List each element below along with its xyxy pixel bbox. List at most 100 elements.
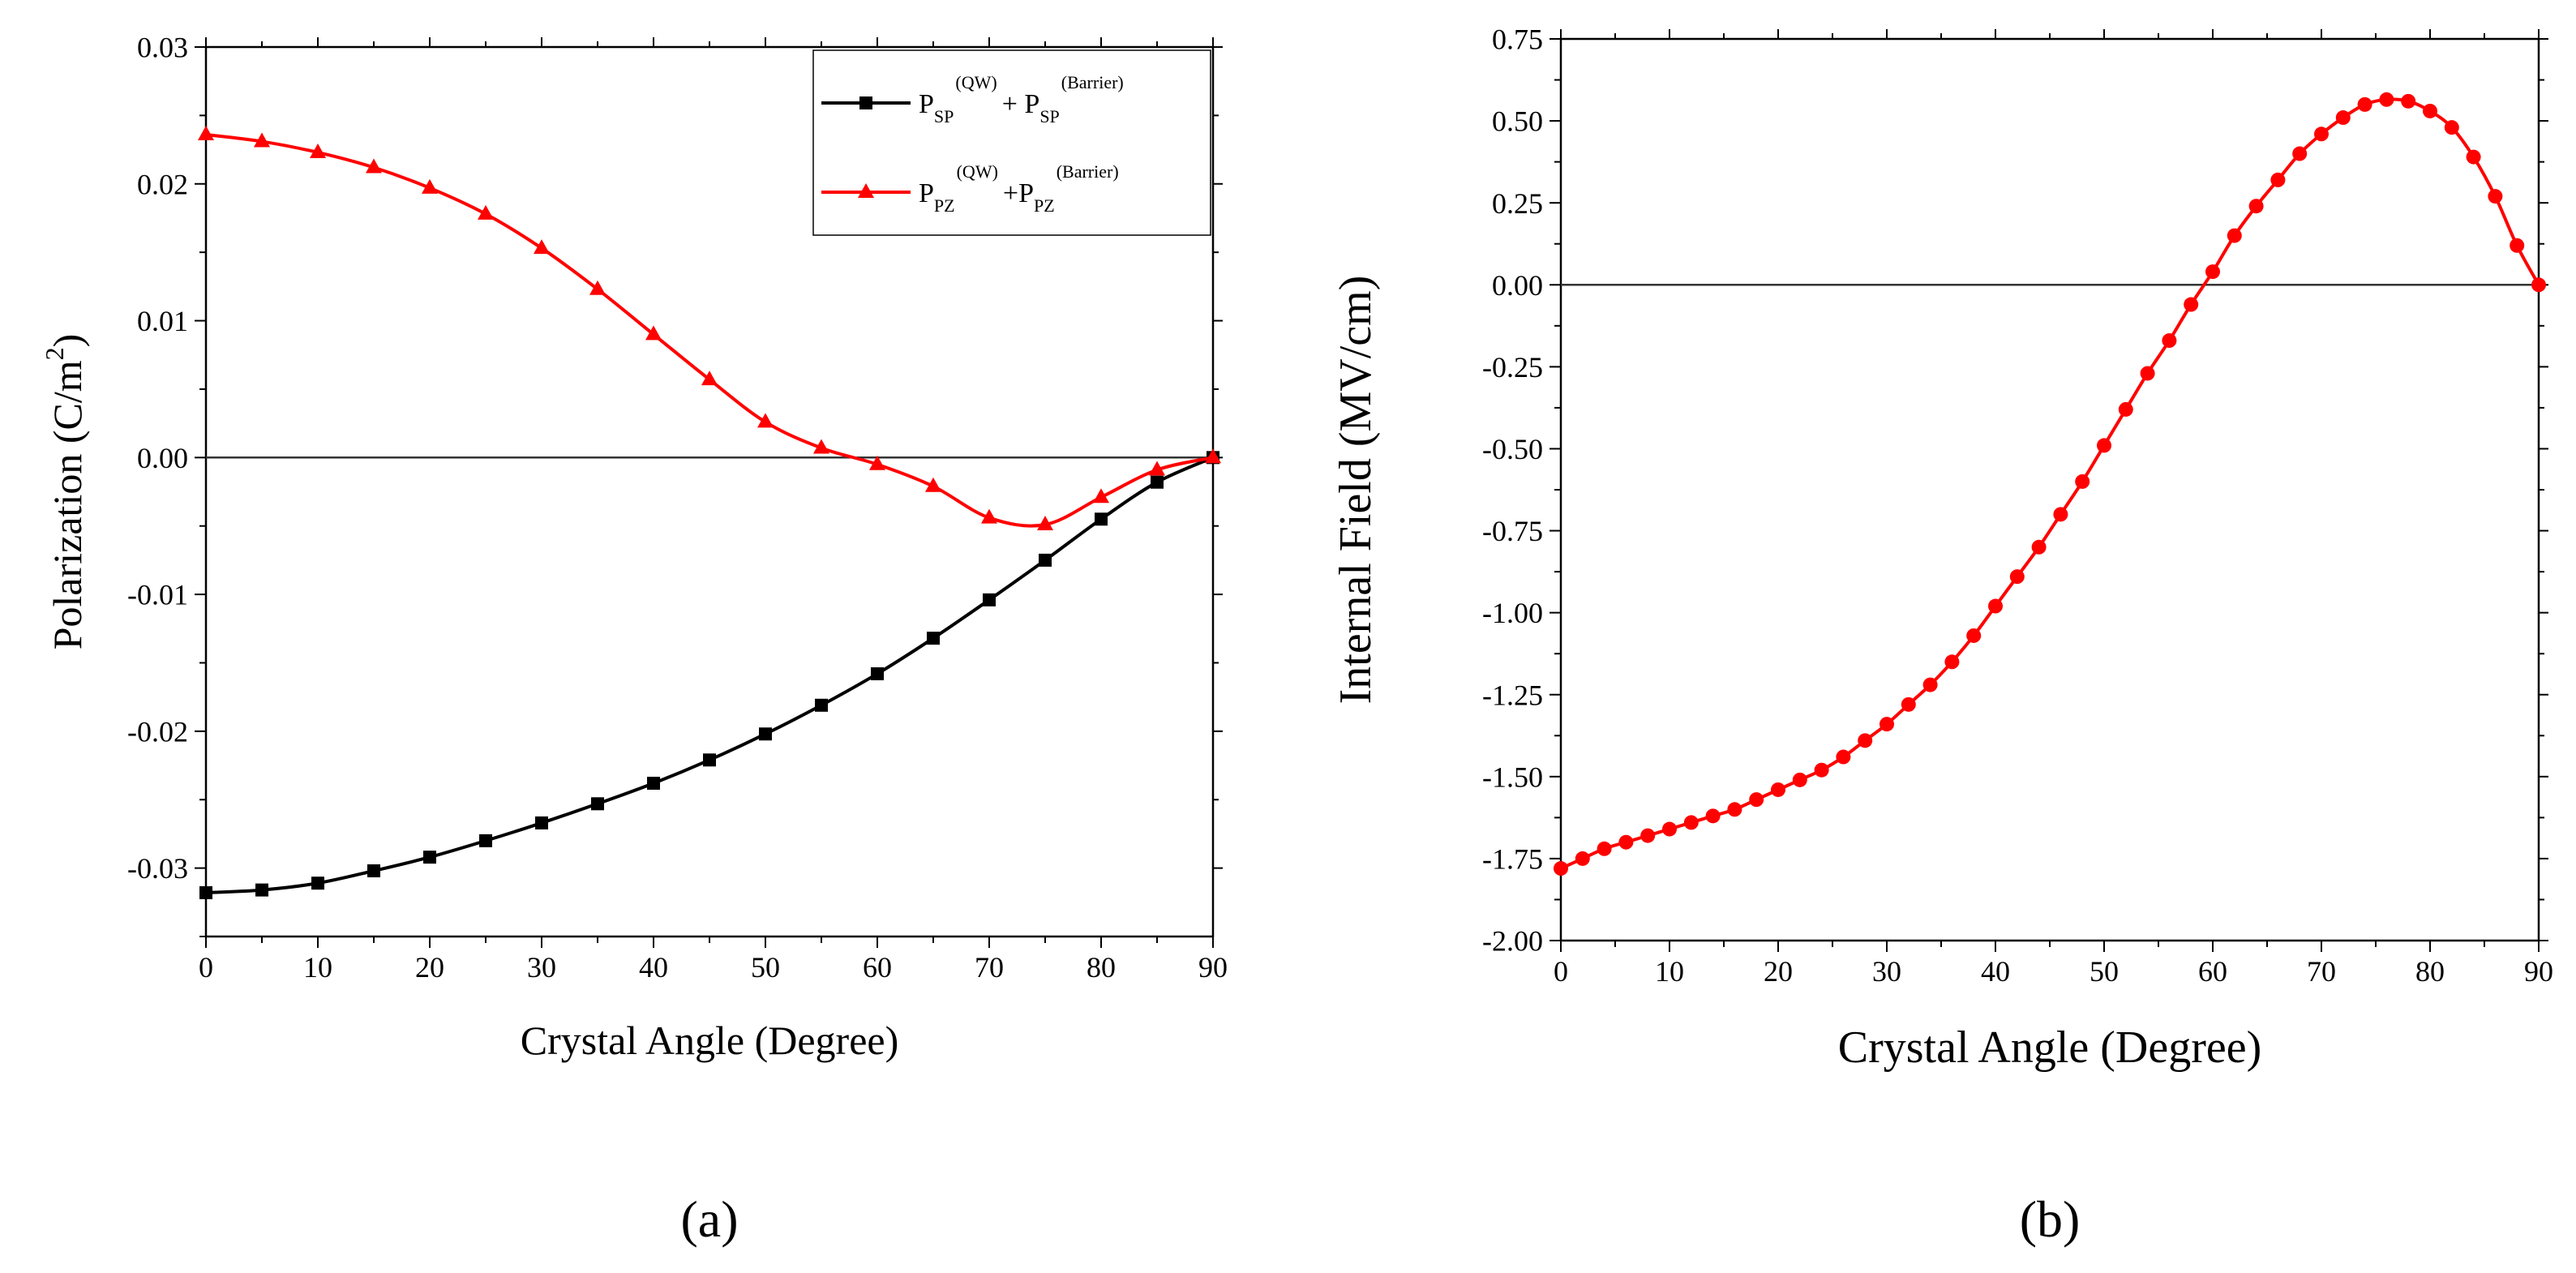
chart-a-x-tick-label: 50 <box>751 951 780 984</box>
chart-a-data-point <box>422 178 438 194</box>
chart-a-data-point <box>198 126 214 141</box>
chart-a-y-tick-label: -0.03 <box>127 852 188 885</box>
chart-b-x-tick-label: 70 <box>2307 955 2336 988</box>
chart-b-data-point <box>2009 569 2025 585</box>
chart-a-series-line-0 <box>205 456 1214 894</box>
chart-b-data-point <box>1640 828 1656 843</box>
chart-b-data-point <box>1727 802 1742 817</box>
chart-a-x-tick-label: 30 <box>527 951 556 984</box>
chart-a-data-point <box>1037 516 1053 531</box>
chart-b-data-point <box>2423 103 2437 118</box>
chart-b-data-point <box>2053 507 2068 522</box>
chart-b-y-tick-label: 0.25 <box>1492 187 1543 220</box>
chart-b-y-tick-label: 0.75 <box>1492 24 1543 56</box>
chart-b-y-tick-label: -0.75 <box>1482 515 1543 547</box>
chart-b-data-point <box>2357 96 2372 112</box>
chart-a-legend-marker <box>858 183 874 198</box>
chart-b-data-point <box>2314 126 2329 142</box>
chart-b-x-tick-label: 90 <box>2524 955 2553 988</box>
chart-b-y-tick-label: -1.50 <box>1482 761 1543 793</box>
chart-b-plot-frame <box>1559 37 2540 942</box>
chart-a-y-axis-title: Polarization (C/m2) <box>40 334 90 650</box>
chart-b-data-point <box>1597 841 1612 856</box>
chart-a-y-axis-title-main: Polarization (C/m <box>45 360 90 649</box>
chart-b-x-tick-label: 30 <box>1872 955 1901 988</box>
chart-b-data-point <box>1922 677 1938 692</box>
chart-a-y-tick-label: 0.01 <box>137 305 188 337</box>
chart-a-data-point <box>589 280 606 295</box>
chart-a-x-tick-label: 70 <box>975 951 1004 984</box>
chart-b-data-point <box>1771 782 1785 797</box>
chart-b-data-point <box>2205 264 2220 280</box>
chart-b-data-point <box>1836 749 1851 765</box>
chart-b-data-point <box>2379 92 2394 107</box>
chart-b-data-point <box>2466 149 2481 165</box>
chart-a-legend-label-sub2: PZ <box>1034 195 1055 216</box>
chart-a-legend-label-sup2: (Barrier) <box>1057 161 1119 182</box>
chart-b-data-point <box>2270 172 2286 187</box>
chart-b-x-tick-label: 80 <box>2415 955 2445 988</box>
chart-a-legend-label: PPZ(QW)+PPZ(Barrier) <box>919 161 1119 216</box>
chart-b-x-tick-label: 0 <box>1554 955 1568 988</box>
chart-a-data-point <box>479 834 492 847</box>
chart-a-y-tick-label: 0.03 <box>137 32 188 64</box>
chart-b-data-point <box>2140 366 2155 381</box>
chart-a-x-tick-label: 20 <box>415 951 444 984</box>
chart-a-legend-label: PSP(QW)+ PSP(Barrier) <box>919 72 1124 126</box>
chart-a-x-axis-title: Crystal Angle (Degree) <box>521 1018 899 1063</box>
chart-a-data-point <box>366 158 382 174</box>
chart-a-data-point <box>925 477 941 492</box>
chart-a-legend-label-sup1: (QW) <box>955 72 997 92</box>
chart-a-y-axis-title-sup: 2 <box>40 347 69 360</box>
chart-b-y-tick-label: -1.00 <box>1482 597 1543 629</box>
chart-a-legend: PSP(QW)+ PSP(Barrier)PPZ(QW)+PPZ(Barrier… <box>812 49 1211 236</box>
chart-b-data-point <box>2335 110 2351 126</box>
chart-a-data-point <box>813 439 829 454</box>
chart-a-data-point <box>310 143 326 158</box>
chart-b-data-point <box>2227 228 2242 243</box>
chart-a-data-point <box>983 593 996 606</box>
chart-a-data-point <box>534 239 550 255</box>
chart-a-legend-label-sup1: (QW) <box>957 161 998 182</box>
chart-a-data-point <box>478 204 494 220</box>
chart-b-y-tick-label: -1.25 <box>1482 679 1543 711</box>
chart-a-data-point <box>591 797 604 811</box>
chart-b-data-point <box>2184 297 2199 312</box>
chart-b: 0 10 20 30 40 50 60 70 80 90 -2.00 -1.75 -1.50 -1.25 -… <box>1331 24 2553 1248</box>
chart-b-data-point <box>1901 697 1916 712</box>
chart-a-data-point <box>199 885 212 899</box>
chart-b-data-point <box>2510 238 2525 253</box>
chart-a-data-point <box>255 883 268 897</box>
chart-a-x-tick-label: 0 <box>199 951 213 984</box>
chart-a-y-tick-label: -0.02 <box>127 715 188 748</box>
chart-a-data-point <box>254 132 270 148</box>
chart-a-y-axis-title-close: ) <box>45 334 90 348</box>
chart-b-x-tick-label: 20 <box>1764 955 1793 988</box>
chart-b-data-point <box>1554 861 1568 877</box>
chart-b-data-point <box>1944 654 1960 670</box>
chart-b-y-tick-label: -0.25 <box>1482 351 1543 384</box>
chart-a-legend-label-plus: + P <box>1002 89 1040 119</box>
chart-b-data-point <box>2531 277 2546 293</box>
chart-a-data-point <box>703 753 716 767</box>
chart-b-data-point <box>2118 401 2133 417</box>
chart-b-data-point <box>1749 792 1764 808</box>
panel-label-a: (a) <box>680 1190 738 1248</box>
chart-b-data-point <box>2162 333 2177 349</box>
chart-a-data-point <box>1151 475 1164 489</box>
chart-b-x-tick-label: 60 <box>2198 955 2227 988</box>
chart-b-data-point <box>1683 815 1699 830</box>
chart-a-data-point <box>1093 488 1109 504</box>
chart-a-data-point <box>645 325 662 341</box>
chart-b-data-point <box>1814 762 1829 778</box>
chart-a-legend-label-plus: +P <box>1003 178 1034 208</box>
chart-a-y-tick-label: 0.02 <box>137 168 188 200</box>
chart-a-data-point <box>701 371 718 386</box>
chart-b-data-point <box>1575 851 1590 866</box>
chart-b-y-tick-label: -1.75 <box>1482 843 1543 876</box>
chart-b-data-point <box>1988 598 2003 614</box>
chart-a-legend-label-sub1: SP <box>934 106 954 126</box>
chart-b-x-tick-label: 50 <box>2090 955 2119 988</box>
chart-a-data-point <box>815 698 828 712</box>
